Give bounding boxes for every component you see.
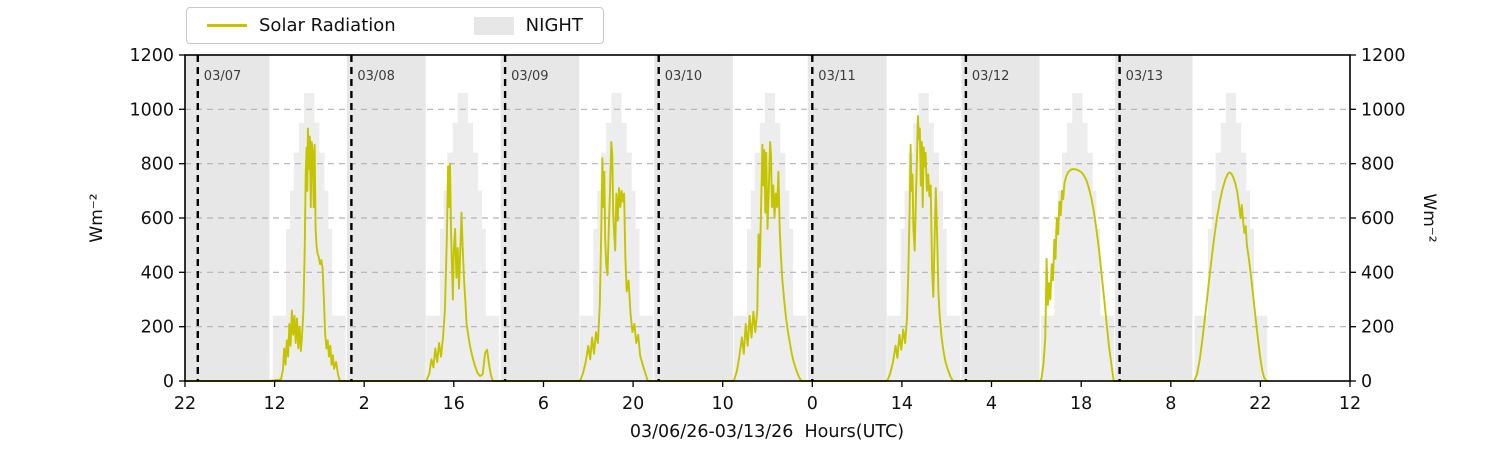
x-tick-label: 12 — [1339, 394, 1361, 414]
x-tick-label: 22 — [174, 394, 196, 414]
x-tick-label: 14 — [891, 394, 913, 414]
x-tick-label: 20 — [622, 394, 644, 414]
y-tick-label-left: 1200 — [129, 46, 174, 66]
clear-sky-envelope — [272, 93, 346, 381]
y-tick-label-right: 0 — [1361, 372, 1372, 392]
clear-sky-envelope — [1040, 93, 1114, 381]
y-tick-label-left: 600 — [141, 209, 174, 229]
y-tick-label-right: 400 — [1361, 263, 1394, 283]
y-tick-label-left: 800 — [141, 155, 174, 175]
x-tick-label: 2 — [359, 394, 370, 414]
day-boundary-label: 03/12 — [972, 69, 1009, 84]
day-boundary-label: 03/11 — [818, 69, 855, 84]
y-tick-label-right: 800 — [1361, 155, 1394, 175]
y-tick-label-right: 600 — [1361, 209, 1394, 229]
day-boundary-label: 03/09 — [511, 69, 548, 84]
y-tick-label-left: 0 — [163, 372, 174, 392]
x-tick-label: 10 — [712, 394, 734, 414]
y-tick-label-right: 1200 — [1361, 46, 1406, 66]
x-tick-label: 18 — [1070, 394, 1092, 414]
clear-sky-envelope — [733, 93, 807, 381]
x-axis-label: 03/06/26-03/13/26 Hours(UTC) — [629, 422, 905, 442]
solar-line-swatch — [207, 23, 247, 28]
x-tick-label: 6 — [538, 394, 549, 414]
night-patch-swatch — [473, 16, 514, 35]
legend-item-solar-radiation: Solar Radiation — [207, 15, 396, 36]
x-tick-label: 16 — [443, 394, 465, 414]
y-tick-label-left: 1000 — [129, 100, 174, 120]
y-tick-label-right: 1000 — [1361, 100, 1406, 120]
x-tick-label: 4 — [986, 394, 997, 414]
x-tick-label: 8 — [1165, 394, 1176, 414]
x-tick-label: 0 — [807, 394, 818, 414]
legend-label-solar-radiation: Solar Radiation — [259, 15, 396, 36]
legend-label-night: NIGHT — [525, 15, 583, 36]
day-boundary-label: 03/13 — [1126, 69, 1163, 84]
y-tick-label-right: 200 — [1361, 318, 1394, 338]
day-boundary-label: 03/08 — [357, 69, 394, 84]
day-boundary-label: 03/10 — [665, 69, 702, 84]
legend-item-night: NIGHT — [473, 15, 583, 36]
y-tick-label-left: 400 — [141, 263, 174, 283]
day-boundary-label: 03/07 — [204, 69, 241, 84]
clear-sky-envelope — [887, 93, 961, 381]
x-tick-label: 12 — [263, 394, 285, 414]
x-tick-label: 22 — [1249, 394, 1271, 414]
y-tick-label-left: 200 — [141, 318, 174, 338]
clear-sky-envelope — [1194, 93, 1268, 381]
legend: Solar Radiation NIGHT — [186, 7, 604, 44]
